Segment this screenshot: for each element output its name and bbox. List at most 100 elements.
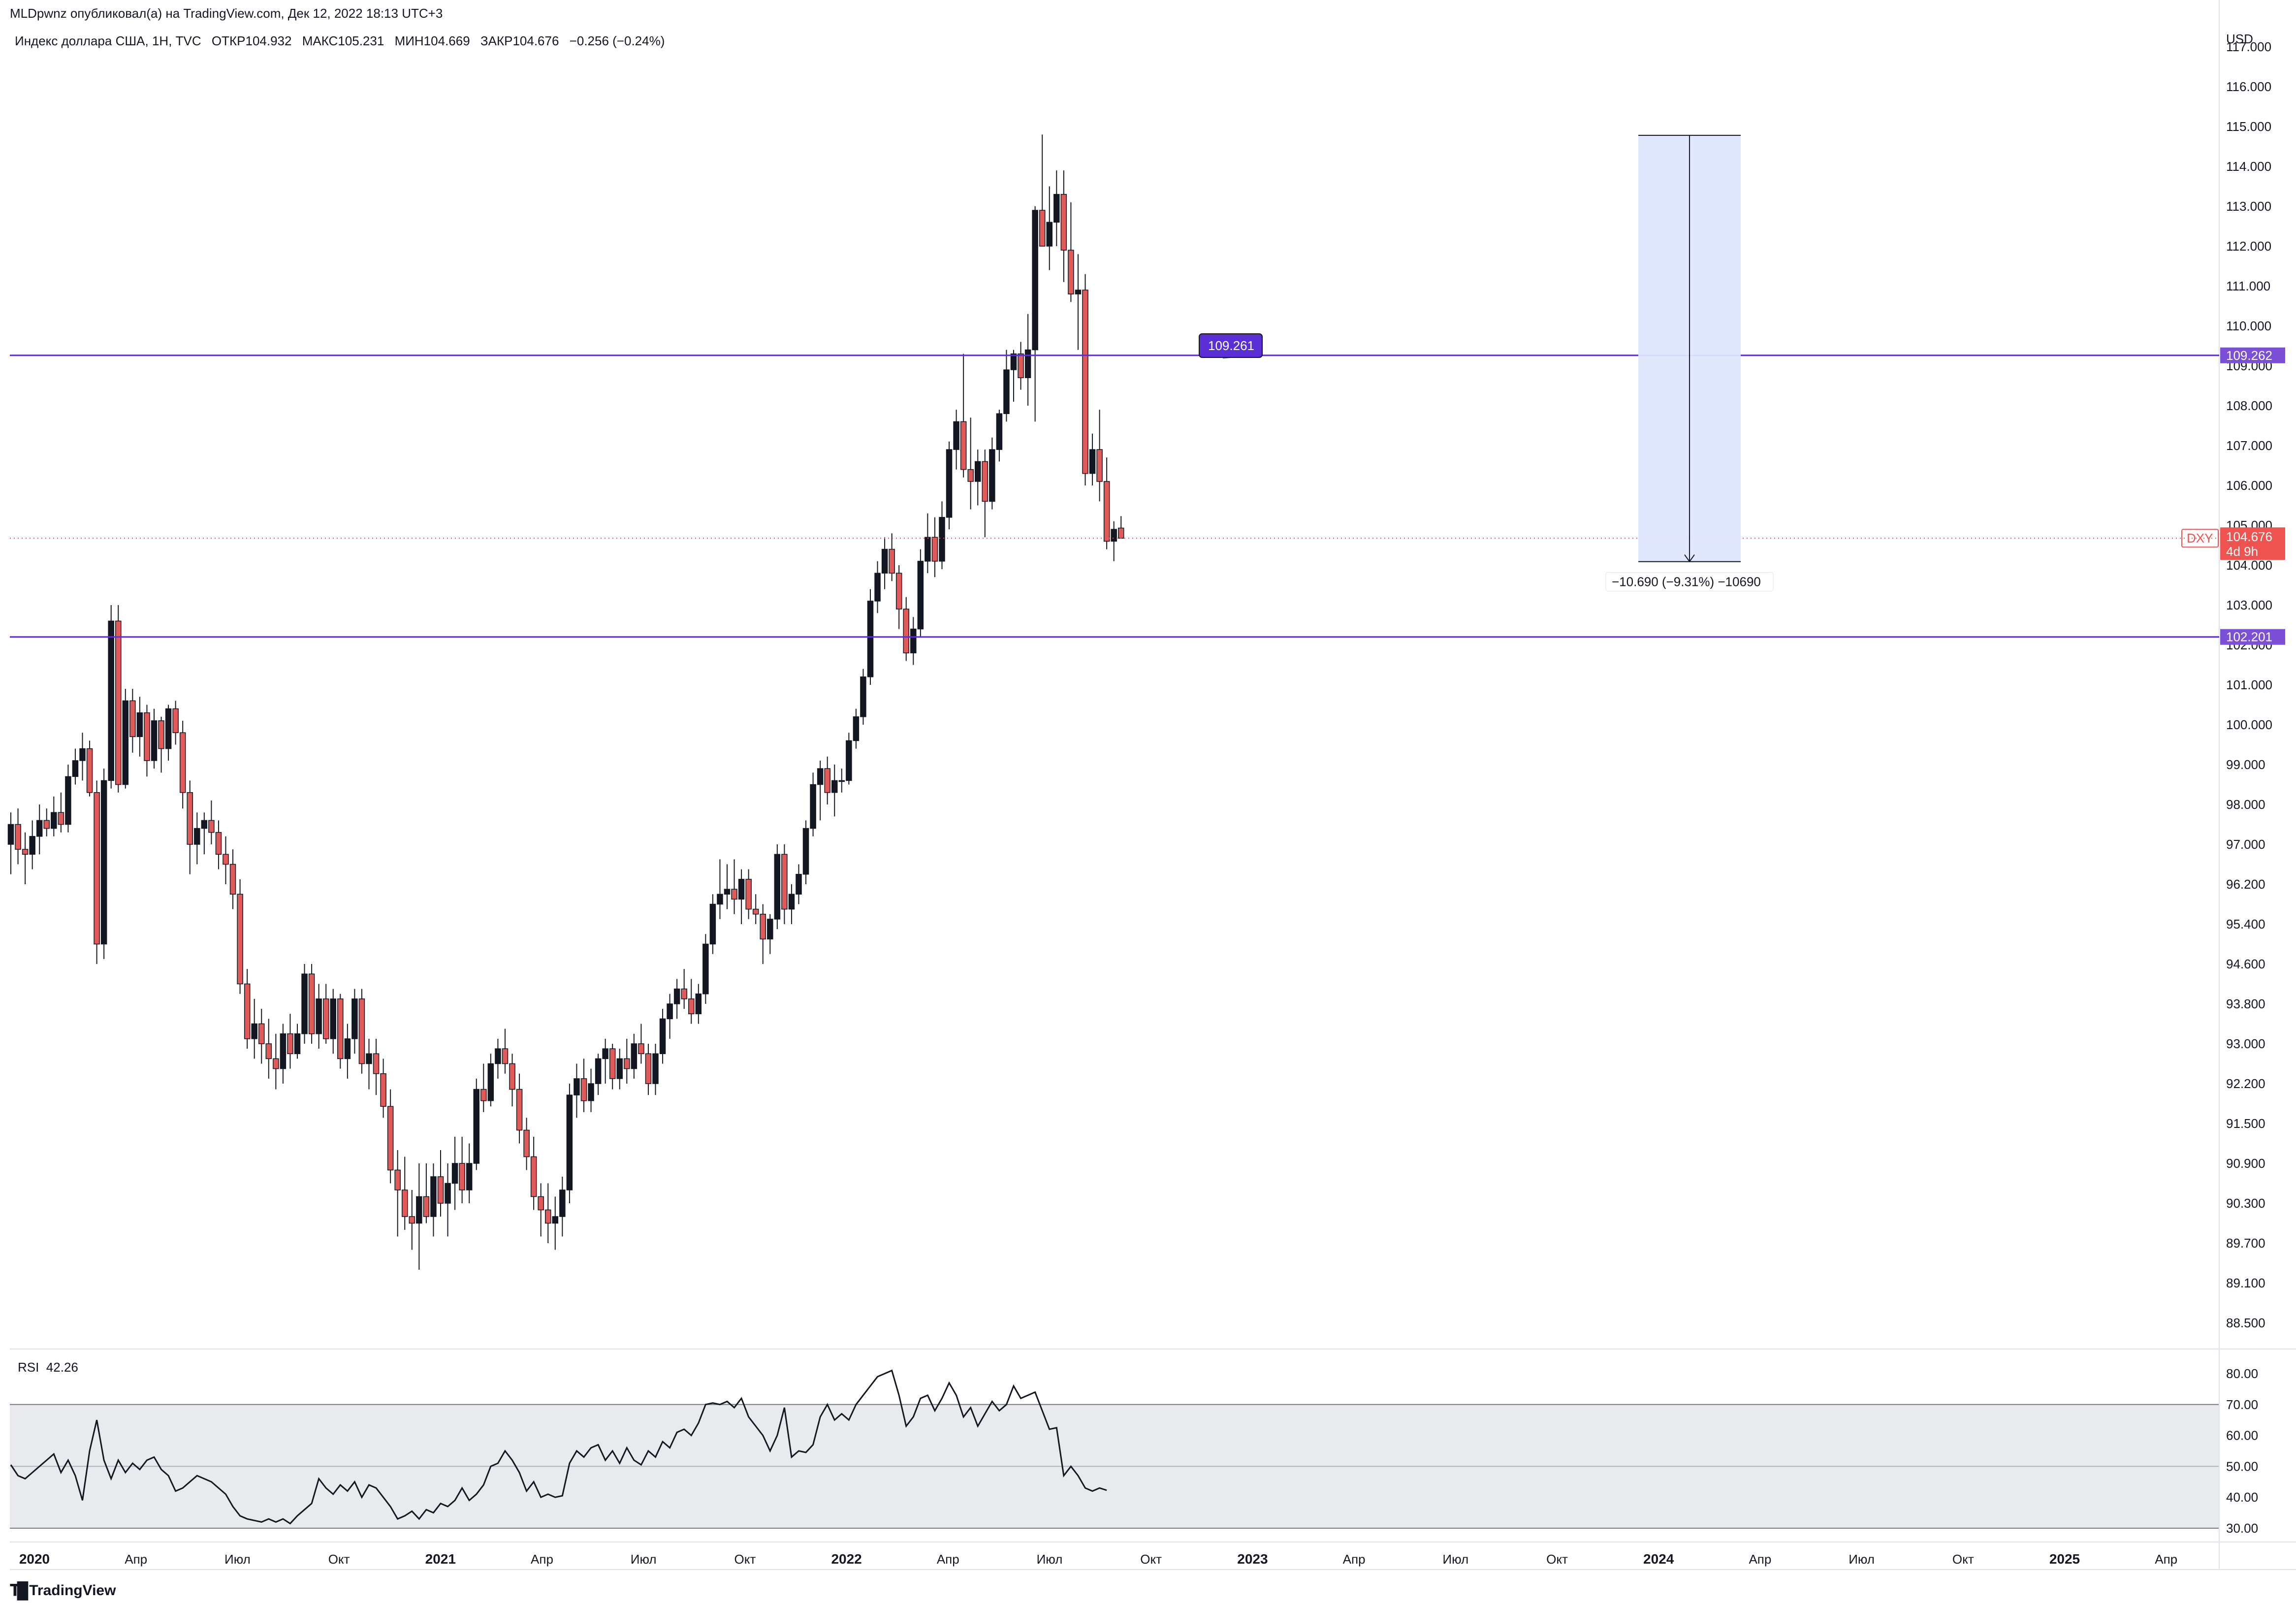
candle-body[interactable] (967, 469, 974, 482)
candle-body[interactable] (380, 1073, 386, 1107)
candle-body[interactable] (588, 1083, 594, 1101)
candle-body[interactable] (1032, 210, 1038, 351)
candle-body[interactable] (79, 748, 86, 761)
candle-body[interactable] (29, 836, 35, 855)
candle-body[interactable] (602, 1048, 608, 1059)
candle-body[interactable] (631, 1043, 638, 1069)
candle-body[interactable] (229, 864, 236, 895)
candle-body[interactable] (72, 760, 79, 777)
candle-body[interactable] (975, 461, 981, 482)
candle-body[interactable] (1039, 210, 1046, 247)
candle-body[interactable] (1118, 527, 1124, 539)
candle-body[interactable] (144, 712, 150, 761)
candle-body[interactable] (158, 720, 164, 749)
candle-body[interactable] (831, 780, 838, 793)
candle-body[interactable] (867, 601, 874, 677)
candle-body[interactable] (638, 1043, 644, 1054)
candle-body[interactable] (931, 537, 938, 562)
candle-body[interactable] (65, 776, 71, 825)
candle-body[interactable] (595, 1058, 602, 1084)
candle-body[interactable] (559, 1189, 566, 1217)
candle-body[interactable] (36, 820, 43, 837)
candle-body[interactable] (100, 780, 107, 945)
candle-body[interactable] (724, 889, 731, 895)
candle-body[interactable] (846, 740, 852, 781)
candle-body[interactable] (201, 820, 208, 829)
candle-body[interactable] (402, 1189, 408, 1217)
candle-body[interactable] (796, 874, 802, 895)
candle-body[interactable] (487, 1063, 494, 1101)
symbol-name[interactable]: Индекс доллара США, 1Н, TVC (15, 33, 201, 48)
candle-body[interactable] (652, 1053, 659, 1084)
candle-body[interactable] (416, 1196, 422, 1224)
candle-body[interactable] (51, 812, 57, 829)
candle-body[interactable] (1003, 369, 1010, 414)
candle-body[interactable] (480, 1089, 487, 1101)
candle-body[interactable] (874, 573, 881, 602)
candle-body[interactable] (738, 879, 745, 900)
candle-body[interactable] (223, 854, 229, 865)
candle-body[interactable] (681, 988, 687, 999)
candle-body[interactable] (509, 1063, 515, 1090)
candle-body[interactable] (1018, 353, 1024, 379)
candle-body[interactable] (925, 537, 931, 562)
candle-body[interactable] (624, 1058, 630, 1069)
candle-body[interactable] (451, 1163, 458, 1184)
candle-body[interactable] (187, 792, 193, 845)
candle-body[interactable] (939, 517, 945, 562)
candle-body[interactable] (316, 998, 322, 1034)
candle-body[interactable] (996, 413, 1003, 450)
candle-body[interactable] (946, 449, 953, 518)
candle-body[interactable] (545, 1209, 551, 1224)
candle-body[interactable] (960, 421, 967, 470)
candle-body[interactable] (903, 609, 909, 653)
candle-body[interactable] (237, 894, 243, 985)
candle-body[interactable] (673, 988, 680, 1004)
candle-body[interactable] (552, 1216, 559, 1224)
candle-body[interactable] (688, 998, 695, 1014)
candle-body[interactable] (516, 1089, 523, 1131)
candle-body[interactable] (308, 973, 315, 1034)
candle-body[interactable] (294, 1033, 301, 1054)
price-pane[interactable] (7, 134, 2296, 1349)
price-callout[interactable] (1199, 333, 1263, 358)
candle-body[interactable] (394, 1169, 401, 1190)
candle-body[interactable] (466, 1163, 473, 1190)
candle-body[interactable] (538, 1196, 544, 1211)
candle-body[interactable] (165, 708, 172, 749)
candle-body[interactable] (695, 994, 702, 1014)
candle-body[interactable] (301, 973, 308, 1034)
candle-body[interactable] (151, 720, 158, 761)
candle-body[interactable] (566, 1094, 573, 1190)
candle-body[interactable] (1111, 529, 1117, 542)
candle-body[interactable] (616, 1058, 623, 1079)
candle-body[interactable] (810, 784, 816, 829)
candle-body[interactable] (523, 1129, 530, 1157)
candle-body[interactable] (802, 828, 809, 875)
candle-body[interactable] (1096, 449, 1103, 482)
candle-body[interactable] (953, 421, 959, 450)
candle-body[interactable] (853, 716, 860, 741)
candle-body[interactable] (58, 812, 64, 825)
candle-body[interactable] (1024, 349, 1031, 379)
candle-body[interactable] (43, 820, 50, 829)
candle-body[interactable] (358, 998, 365, 1064)
candle-body[interactable] (344, 1038, 351, 1059)
candle-body[interactable] (22, 849, 29, 855)
candle-body[interactable] (351, 998, 358, 1039)
candle-body[interactable] (94, 792, 100, 945)
candle-body[interactable] (910, 628, 917, 653)
candle-body[interactable] (366, 1053, 372, 1064)
candle-body[interactable] (495, 1048, 501, 1064)
tradingview-logo[interactable]: 𝐓█ TradingView (10, 1581, 116, 1600)
rsi-legend[interactable]: RSI 42.26 (18, 1360, 78, 1375)
candle-body[interactable] (337, 998, 344, 1059)
candle-body[interactable] (989, 449, 995, 502)
rsi-line[interactable] (10, 1369, 1107, 1525)
candle-body[interactable] (702, 943, 709, 995)
candle-body[interactable] (717, 894, 723, 905)
candle-body[interactable] (860, 676, 866, 717)
candle-body[interactable] (258, 1023, 265, 1044)
